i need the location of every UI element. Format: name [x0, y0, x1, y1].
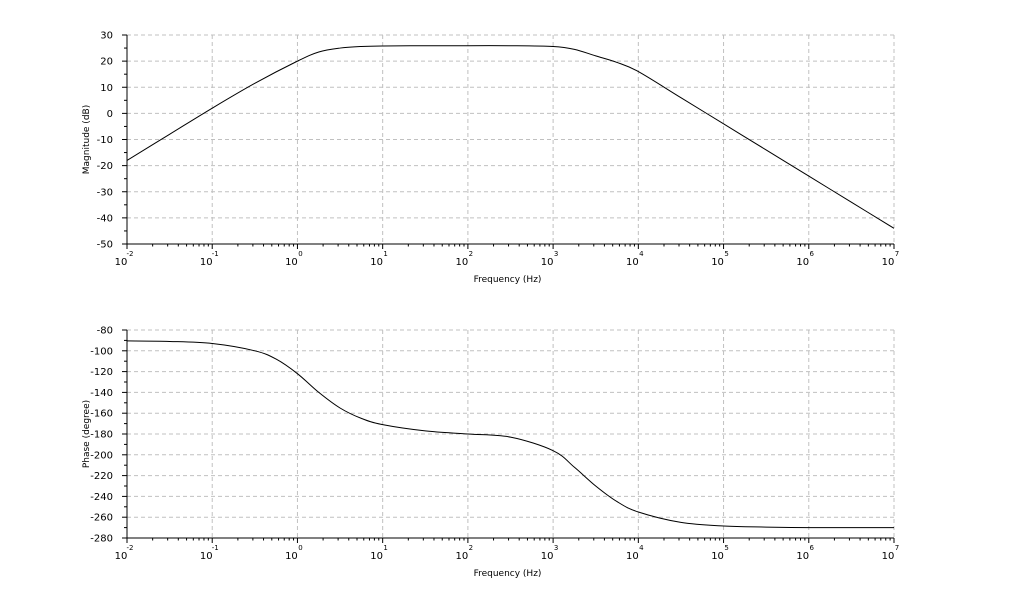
- phase-grid: [126, 329, 895, 539]
- magnitude-x-tick-label: 10: [115, 257, 128, 268]
- magnitude-x-tick-exponent: -1: [212, 250, 219, 258]
- magnitude-y-tick-label: -20: [97, 161, 113, 172]
- phase-x-tick-exponent: 3: [554, 544, 558, 552]
- phase-x-tick-label: 10: [626, 551, 639, 562]
- magnitude-y-tick-label: -40: [97, 213, 113, 224]
- phase-x-tick-label: 10: [882, 551, 895, 562]
- magnitude-chart: 3020100-10-20-30-40-5010-210-11001011021…: [82, 31, 899, 286]
- phase-y-tick-label: -260: [90, 513, 113, 524]
- phase-x-axis-title: Frequency (Hz): [474, 569, 542, 579]
- phase-x-tick-label: 10: [711, 551, 724, 562]
- magnitude-y-axis-title: Magnitude (dB): [82, 105, 92, 174]
- phase-series-line: [126, 340, 894, 529]
- magnitude-y-tick-label: 20: [100, 57, 113, 68]
- phase-y-tick-label: -100: [90, 346, 113, 357]
- magnitude-y-tick-label: 30: [100, 31, 113, 42]
- phase-x-tick-exponent: -2: [127, 544, 134, 552]
- magnitude-x-tick-label: 10: [796, 257, 809, 268]
- phase-y-tick-label: -200: [90, 450, 113, 461]
- phase-y-tick-label: -120: [90, 367, 113, 378]
- phase-y-axis-title: Phase (degree): [82, 400, 92, 468]
- phase-x-tick-label: 10: [541, 551, 554, 562]
- phase-x-tick-label: 10: [370, 551, 383, 562]
- phase-x-tick-exponent: 0: [298, 544, 302, 552]
- phase-y-tick-label: -80: [97, 326, 113, 337]
- magnitude-x-tick-label: 10: [541, 257, 554, 268]
- phase-y-tick-label: -140: [90, 388, 113, 399]
- phase-x-tick-label: 10: [456, 551, 469, 562]
- magnitude-x-tick-label: 10: [456, 257, 469, 268]
- phase-y-tick-label: -180: [90, 430, 113, 441]
- phase-chart: -80-100-120-140-160-180-200-220-240-260-…: [82, 326, 899, 580]
- phase-y-tick-label: -160: [90, 409, 113, 420]
- phase-x-tick-label: 10: [115, 551, 128, 562]
- phase-x-tick-exponent: -1: [212, 544, 219, 552]
- phase-x-tick-label: 10: [796, 551, 809, 562]
- phase-y-tick-label: -220: [90, 471, 113, 482]
- magnitude-y-tick-label: 10: [100, 83, 113, 94]
- magnitude-y-tick-label: -10: [97, 135, 113, 146]
- magnitude-x-tick-exponent: 2: [469, 250, 473, 258]
- magnitude-x-tick-exponent: -2: [127, 250, 134, 258]
- phase-y-tick-label: -240: [90, 492, 113, 503]
- magnitude-x-tick-exponent: 1: [383, 250, 387, 258]
- phase-x-tick-exponent: 4: [639, 544, 644, 552]
- magnitude-x-tick-exponent: 6: [810, 250, 815, 258]
- magnitude-x-axis-title: Frequency (Hz): [474, 275, 542, 285]
- magnitude-grid: [126, 34, 895, 245]
- phase-x-tick-exponent: 5: [724, 544, 728, 552]
- magnitude-y-tick-label: -50: [97, 240, 113, 251]
- phase-x-tick-exponent: 6: [810, 544, 815, 552]
- magnitude-x-tick-exponent: 5: [724, 250, 728, 258]
- magnitude-x-tick-exponent: 4: [639, 250, 644, 258]
- phase-x-tick-label: 10: [200, 551, 213, 562]
- magnitude-series-line: [126, 45, 895, 229]
- phase-x-tick-exponent: 1: [383, 544, 387, 552]
- phase-x-tick-label: 10: [285, 551, 298, 562]
- magnitude-x-tick-exponent: 3: [554, 250, 558, 258]
- phase-x-tick-exponent: 2: [469, 544, 473, 552]
- magnitude-y-tick-label: -30: [97, 187, 113, 198]
- magnitude-y-tick-label: 0: [107, 109, 113, 120]
- magnitude-x-tick-label: 10: [200, 257, 213, 268]
- magnitude-x-tick-exponent: 7: [895, 250, 899, 258]
- magnitude-x-tick-label: 10: [882, 257, 895, 268]
- magnitude-x-tick-label: 10: [626, 257, 639, 268]
- magnitude-x-tick-label: 10: [370, 257, 383, 268]
- magnitude-x-tick-label: 10: [711, 257, 724, 268]
- magnitude-x-tick-exponent: 0: [298, 250, 302, 258]
- phase-x-tick-exponent: 7: [895, 544, 899, 552]
- magnitude-x-tick-label: 10: [285, 257, 298, 268]
- phase-y-tick-label: -280: [90, 534, 113, 545]
